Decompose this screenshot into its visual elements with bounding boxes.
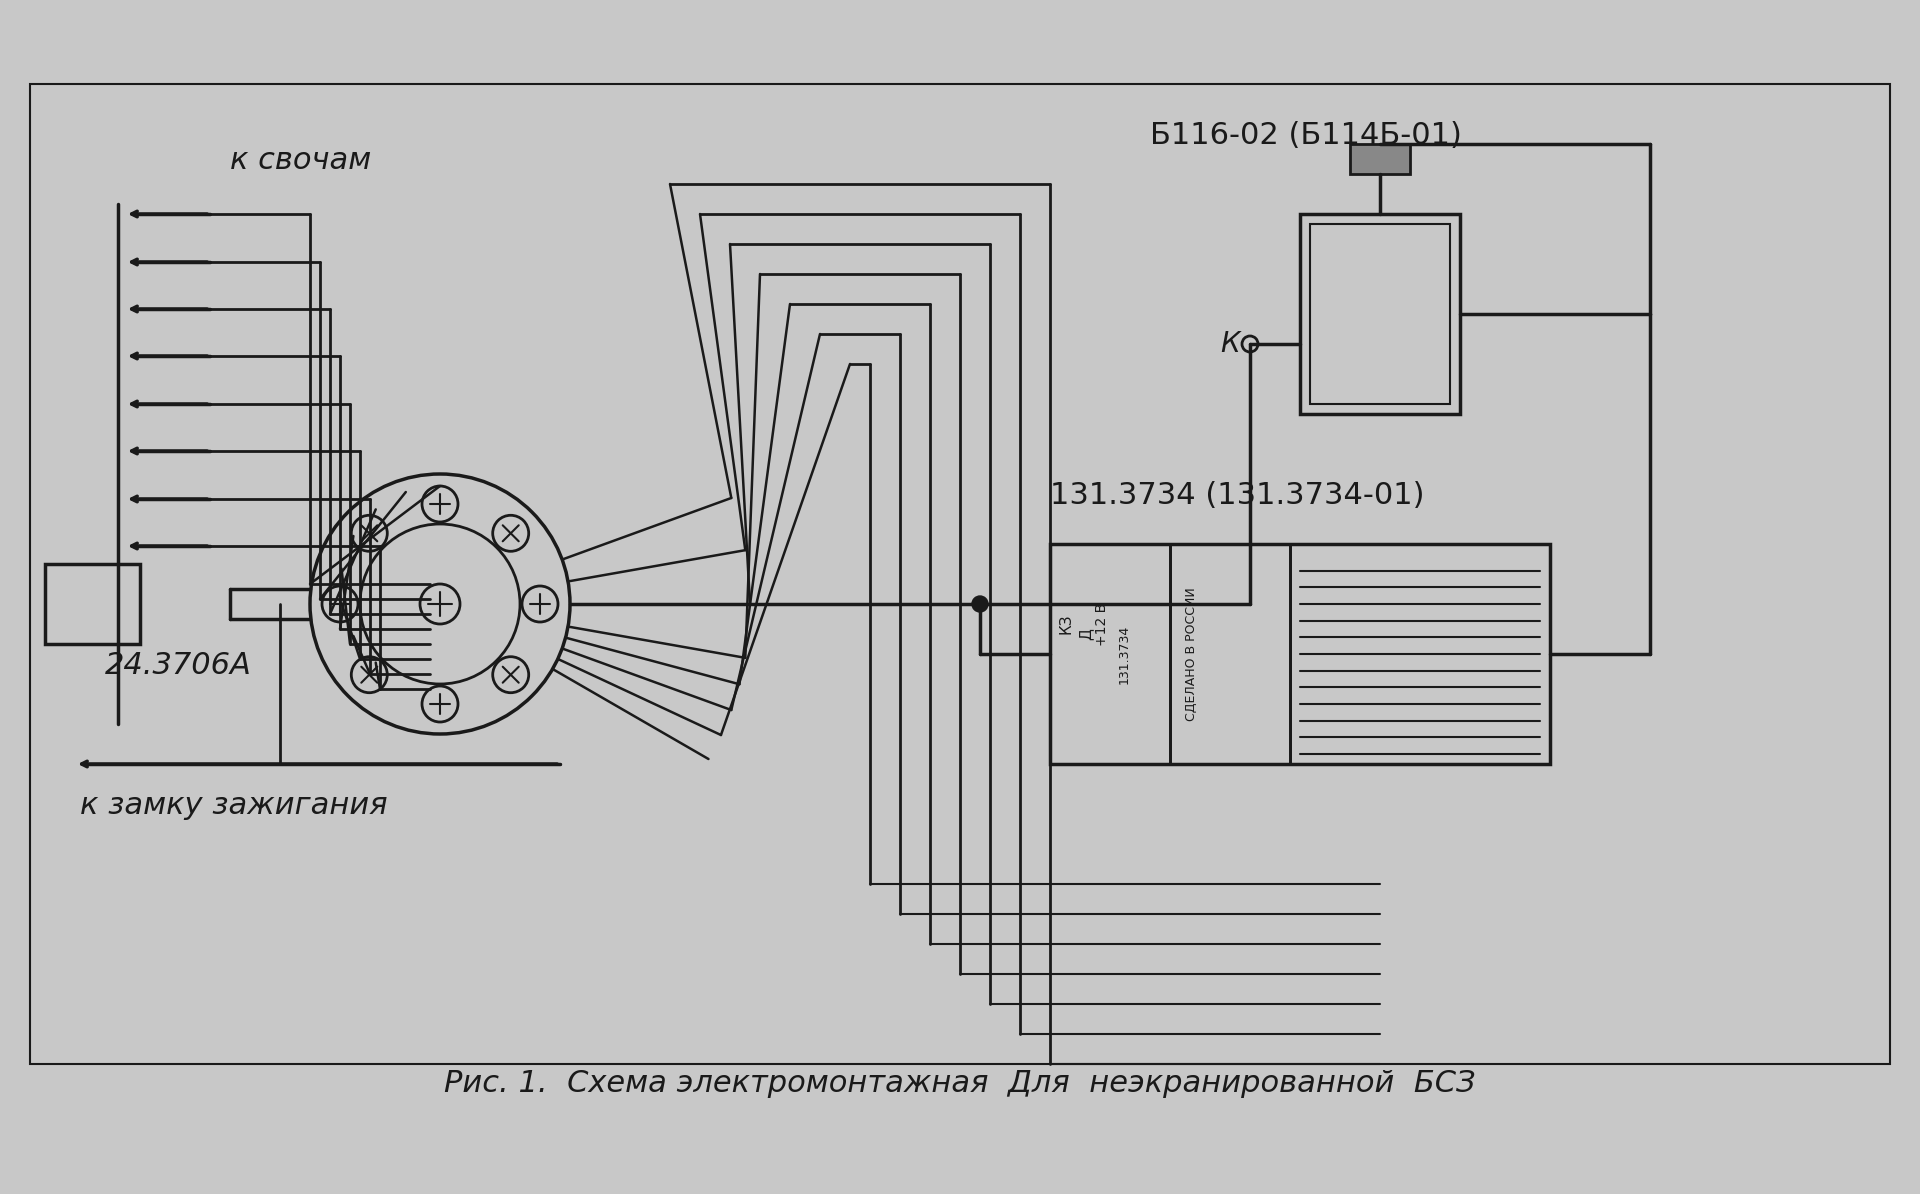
Bar [31,84,1889,1064]
Bar [44,564,140,644]
Bar [1169,544,1290,764]
Bar [1290,544,1549,764]
Text: 131.3734: 131.3734 [1117,624,1131,684]
Text: 131.3734 (131.3734-01): 131.3734 (131.3734-01) [1050,481,1425,510]
Bar [1309,224,1450,404]
Text: СДЕЛАНО В РОССИИ: СДЕЛАНО В РОССИИ [1185,587,1198,721]
Bar [1050,544,1169,764]
Bar [1050,544,1549,764]
Circle shape [972,596,989,613]
Text: +12 В: +12 В [1094,603,1110,646]
Text: КЗ: КЗ [1058,614,1073,634]
Bar [1300,214,1459,414]
Text: 24.3706А: 24.3706А [106,651,252,681]
Bar [1350,144,1409,174]
Text: Д: Д [1077,628,1092,640]
Text: к свочам: к свочам [230,146,371,176]
Text: Б116-02 (Б114Б-01): Б116-02 (Б114Б-01) [1150,121,1461,150]
Text: К: К [1219,330,1240,358]
Text: к замку зажигания: к замку зажигания [81,790,388,820]
Text: Рис. 1.  Схема электромонтажная  Для  неэкранированной  БСЗ: Рис. 1. Схема электромонтажная Для неэкр… [444,1070,1476,1098]
